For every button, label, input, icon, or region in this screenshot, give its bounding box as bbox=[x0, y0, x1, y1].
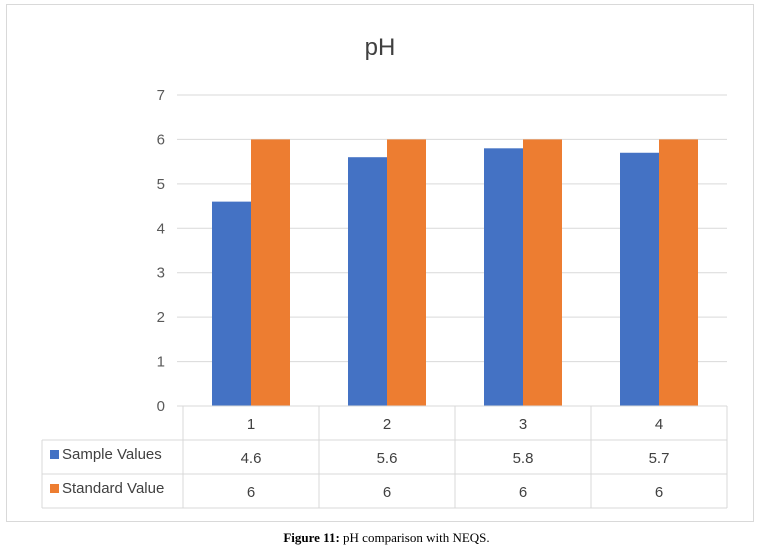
y-tick-label: 2 bbox=[157, 309, 165, 326]
caption-text: pH comparison with NEQS. bbox=[343, 530, 490, 545]
y-tick-label: 6 bbox=[157, 131, 165, 148]
data-label: 6 bbox=[519, 484, 527, 501]
chart-svg: pH 0 1 2 3 4 5 6 7 1 2 3 4 Sample Values 4.6 5.6 5.8 5.7 S… bbox=[41, 34, 728, 509]
legend-key bbox=[50, 450, 59, 459]
data-label: 5.8 bbox=[513, 450, 534, 467]
y-tick-label: 3 bbox=[157, 265, 165, 282]
data-label: 6 bbox=[383, 484, 391, 501]
y-tick-label: 0 bbox=[157, 398, 165, 415]
bar-sample-values bbox=[348, 157, 387, 406]
data-label: 6 bbox=[247, 484, 255, 501]
bar-standard-value bbox=[659, 139, 698, 406]
bar-standard-value bbox=[523, 139, 562, 406]
y-tick-label: 5 bbox=[157, 176, 165, 193]
chart-title: pH bbox=[365, 34, 396, 61]
legend-label: Standard Value bbox=[62, 480, 164, 497]
data-label: 5.6 bbox=[377, 450, 398, 467]
bar-standard-value bbox=[251, 139, 290, 406]
y-tick-label: 4 bbox=[157, 220, 165, 237]
figure-caption: Figure 11: pH comparison with NEQS. bbox=[0, 530, 773, 546]
data-label: 6 bbox=[655, 484, 663, 501]
caption-label: Figure 11: bbox=[283, 530, 340, 545]
bar-sample-values bbox=[484, 148, 523, 407]
x-tick-label: 3 bbox=[519, 416, 527, 433]
y-tick-label: 7 bbox=[157, 87, 165, 104]
y-tick-label: 1 bbox=[157, 354, 165, 371]
x-tick-label: 4 bbox=[655, 416, 663, 433]
bar-sample-values bbox=[212, 201, 251, 406]
data-label: 4.6 bbox=[241, 450, 262, 467]
data-label: 5.7 bbox=[649, 450, 670, 467]
bar-sample-values bbox=[620, 152, 659, 406]
legend-key bbox=[50, 484, 59, 493]
legend-label: Sample Values bbox=[62, 446, 162, 463]
bar-standard-value bbox=[387, 139, 426, 406]
x-tick-label: 1 bbox=[247, 416, 255, 433]
x-tick-label: 2 bbox=[383, 416, 391, 433]
